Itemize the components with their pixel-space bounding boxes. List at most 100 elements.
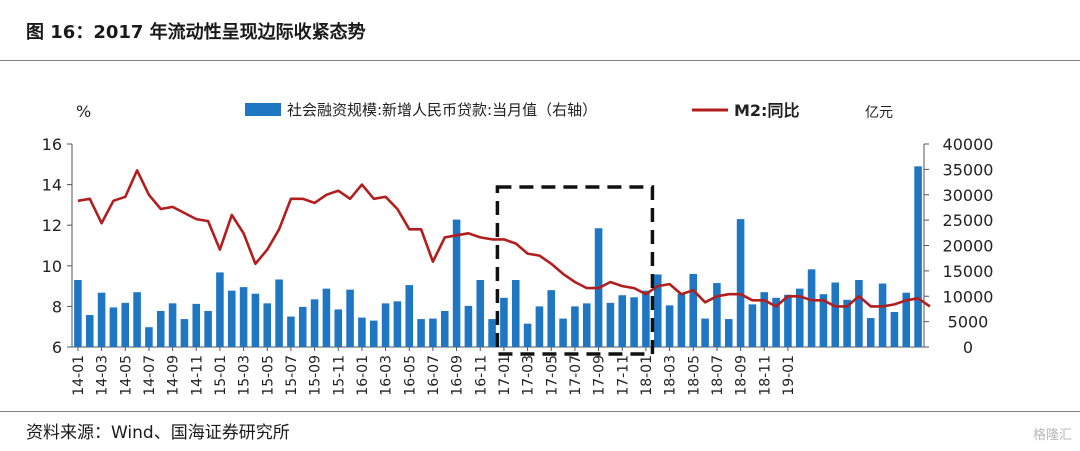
bar-loans [440,310,449,347]
legend-swatch-loans [245,103,281,116]
bar-loans [772,297,780,347]
bar-loans [145,327,153,347]
legend: 社会融资规模:新增人民币贷款:当月值（右轴） M2:同比 [245,101,799,120]
bar-loans [618,295,627,347]
bar-loans [878,283,887,347]
x-tick-label: 18-03 [663,355,679,396]
x-tick-label: 14-03 [95,355,111,396]
bar-loans [204,310,212,347]
bar-loans [405,285,414,347]
x-tick-label: 14-05 [118,355,134,396]
x-tick-label: 17-07 [568,355,584,396]
bar-loans [582,303,591,347]
right-tick-label: 5000 [948,313,989,332]
annotation-layer [495,185,655,356]
bar-loans [156,310,165,347]
bar-loans [358,317,366,347]
right-tick-label: 35000 [943,160,994,179]
bar-loans [784,294,792,347]
left-tick-label: 6 [52,338,62,357]
legend-label-m2: M2:同比 [734,101,799,120]
bar-loans [855,280,863,347]
x-tick-label: 16-05 [402,355,418,396]
x-tick-label: 16-09 [450,355,466,396]
right-tick-label: 0 [963,338,973,357]
bar-loans [133,292,141,347]
axes-layer: 6 8 10 12 14 16 0 5000 10000 15000 20000 25000 30000… [42,135,994,396]
bar-loans [748,304,757,347]
bar-loans [322,288,331,347]
bar-loans [298,306,307,347]
x-tick-label: 18-07 [710,355,726,396]
bar-loans [310,299,319,347]
right-tick-label: 30000 [943,186,994,205]
bar-loans [760,292,769,347]
x-tick-label: 17-03 [521,355,537,396]
right-tick-label: 10000 [943,287,994,306]
x-tick-label: 14-01 [71,355,87,396]
bar-loans [227,290,236,347]
x-tick-label: 16-07 [426,355,442,396]
left-axis-unit: % [76,102,91,121]
bar-loans [239,287,248,347]
bar-loans [807,269,816,347]
left-tick-label: 8 [52,297,62,316]
bar-loans [831,282,840,347]
bar-loans [275,279,283,347]
x-tick-label: 14-11 [189,355,205,396]
highlight-dashed-box [495,185,655,356]
x-tick-label: 18-01 [639,355,655,396]
watermark-text: 格隆汇 [1032,428,1072,443]
chart-canvas: 6 8 10 12 14 16 0 5000 10000 15000 20000 25000 30000… [42,101,994,396]
x-tick-label: 14-09 [166,355,182,396]
bar-loans [606,302,615,347]
bar-loans [121,302,130,347]
bar-loans [843,299,851,347]
bar-loans [511,280,520,347]
bar-loans [287,316,295,347]
line-layer [77,169,931,308]
x-tick-label: 15-03 [237,355,253,396]
bar-loans [263,303,272,347]
bar-loans [559,318,567,347]
bar-loans [689,273,698,347]
source-note: 资料来源：Wind、国海证券研究所 [26,423,290,443]
x-tick-label: 15-01 [213,355,229,396]
x-tick-label: 17-01 [497,355,513,396]
bar-loans [381,303,390,347]
x-tick-label: 18-09 [734,355,750,396]
x-tick-label: 16-11 [473,355,489,396]
x-tick-label: 15-05 [260,355,276,396]
bar-loans [866,318,875,347]
bar-loans [653,274,662,347]
x-tick-label: 17-11 [615,355,631,396]
x-tick-label: 18-05 [686,355,702,396]
source-rule [0,411,1080,412]
bar-loans [393,301,402,347]
right-tick-label: 25000 [943,211,994,230]
x-tick-label: 16-03 [379,355,395,396]
bar-loans [429,318,437,347]
bar-loans [547,290,556,347]
bar-loans [535,306,544,347]
bar-loans [795,288,804,347]
bar-loans [464,305,473,347]
bar-loans [109,307,118,347]
bar-loans [346,289,354,347]
bar-loans [500,297,508,347]
x-tick-label: 18-11 [757,355,773,396]
x-tick-label: 19-01 [781,355,797,396]
line-m2 [77,169,931,308]
bar-loans [168,303,177,347]
bar-loans [180,319,189,347]
left-tick-label: 12 [42,216,62,235]
title-rule [0,60,1080,61]
x-tick-label: 16-01 [355,355,371,396]
bar-loans [914,166,922,347]
bar-loans [677,293,686,347]
bar-loans [488,319,496,347]
figure-title: 图 16：2017 年流动性呈现边际收紧态势 [26,22,366,43]
bar-loans [251,293,260,347]
bar-loans [819,294,828,347]
bar-loans [334,309,343,347]
